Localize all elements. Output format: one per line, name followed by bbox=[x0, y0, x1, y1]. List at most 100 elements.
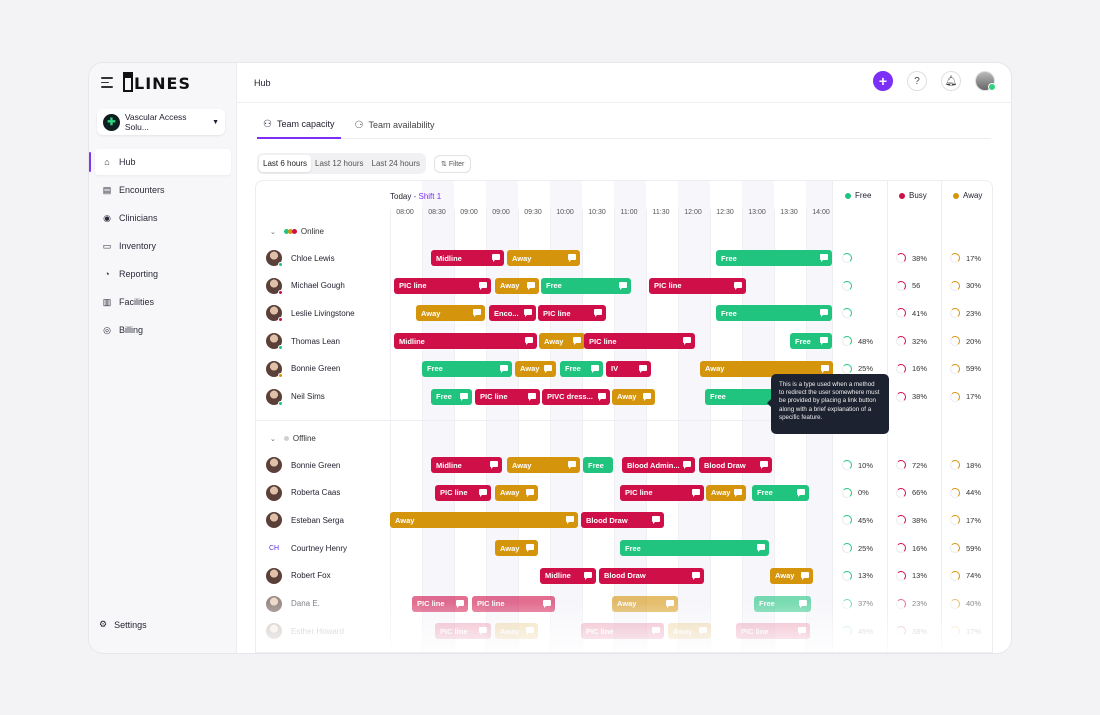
comment-icon[interactable] bbox=[820, 254, 828, 262]
group-header[interactable]: ⌄ Offline bbox=[270, 434, 316, 443]
comment-icon[interactable] bbox=[821, 364, 829, 373]
comment-icon[interactable] bbox=[699, 627, 707, 636]
schedule-bar-busy[interactable]: PIC line bbox=[472, 595, 555, 612]
comment-icon[interactable] bbox=[584, 571, 592, 580]
comment-icon[interactable] bbox=[526, 544, 534, 553]
filter-button[interactable]: ⇅ Filter bbox=[434, 154, 472, 173]
comment-icon[interactable] bbox=[692, 488, 700, 497]
comment-icon[interactable] bbox=[591, 364, 599, 373]
comment-icon[interactable] bbox=[619, 281, 627, 290]
chevron-down-icon[interactable]: ⌄ bbox=[270, 228, 276, 236]
schedule-bar-free[interactable]: Free bbox=[560, 360, 603, 377]
schedule-bar-free[interactable]: Free bbox=[541, 277, 631, 294]
schedule-bar-free[interactable]: Free bbox=[422, 360, 512, 377]
comment-icon[interactable] bbox=[460, 392, 468, 401]
comment-icon[interactable] bbox=[683, 337, 691, 346]
range-12h[interactable]: Last 12 hours bbox=[315, 159, 364, 168]
comment-icon[interactable] bbox=[543, 599, 551, 608]
schedule-bar-away[interactable]: Away bbox=[495, 484, 538, 501]
comment-icon[interactable] bbox=[524, 309, 532, 318]
comment-icon[interactable] bbox=[473, 309, 481, 318]
comment-icon[interactable] bbox=[479, 488, 487, 497]
schedule-bar-busy[interactable]: PIC line bbox=[475, 388, 540, 405]
schedule-bar-free[interactable]: Free bbox=[754, 595, 811, 612]
schedule-bar-busy[interactable]: Midline bbox=[394, 333, 537, 350]
schedule-bar-away[interactable]: Away bbox=[416, 305, 485, 322]
schedule-bar-free[interactable]: Free bbox=[431, 388, 472, 405]
schedule-bar-away[interactable]: Away bbox=[668, 623, 711, 640]
comment-icon[interactable] bbox=[757, 544, 765, 553]
schedule-bar-away[interactable]: Away bbox=[700, 360, 833, 377]
tab-team-availability[interactable]: ⚆ Team availability bbox=[349, 111, 441, 139]
sidebar-item-facilities[interactable]: ▥ Facilities bbox=[95, 289, 231, 315]
schedule-bar-busy[interactable]: PIC line bbox=[649, 277, 746, 294]
schedule-bar-busy[interactable]: Midline bbox=[431, 250, 504, 266]
comment-icon[interactable] bbox=[797, 488, 805, 497]
schedule-bar-busy[interactable]: Blood Draw bbox=[699, 457, 772, 473]
comment-icon[interactable] bbox=[500, 364, 508, 373]
settings-item[interactable]: ⚙ Settings bbox=[99, 619, 147, 630]
comment-icon[interactable] bbox=[594, 309, 602, 318]
sidebar-item-reporting[interactable]: ◔ Reporting bbox=[95, 261, 231, 287]
comment-icon[interactable] bbox=[734, 488, 742, 497]
comment-icon[interactable] bbox=[566, 516, 574, 525]
comment-icon[interactable] bbox=[639, 364, 647, 373]
comment-icon[interactable] bbox=[479, 627, 487, 636]
schedule-bar-away[interactable]: Away bbox=[612, 595, 678, 612]
comment-icon[interactable] bbox=[683, 461, 691, 469]
schedule-bar-busy[interactable]: PIC line bbox=[736, 623, 810, 640]
schedule-bar-free[interactable]: Free bbox=[583, 457, 613, 473]
add-button[interactable]: + bbox=[873, 71, 893, 91]
schedule-bar-busy[interactable]: PIC line bbox=[435, 484, 491, 501]
comment-icon[interactable] bbox=[692, 571, 700, 580]
schedule-bar-busy[interactable]: PIC line bbox=[620, 484, 704, 501]
schedule-bar-busy[interactable]: PIC line bbox=[581, 623, 664, 640]
comment-icon[interactable] bbox=[526, 488, 534, 497]
comment-icon[interactable] bbox=[490, 461, 498, 469]
group-header[interactable]: ⌄ Online bbox=[270, 227, 324, 236]
comment-icon[interactable] bbox=[734, 281, 742, 290]
comment-icon[interactable] bbox=[801, 571, 809, 580]
schedule-bar-away[interactable]: Away bbox=[706, 484, 746, 501]
schedule-bar-busy[interactable]: PIC line bbox=[435, 623, 491, 640]
comment-icon[interactable] bbox=[492, 254, 500, 262]
comment-icon[interactable] bbox=[456, 599, 464, 608]
schedule-bar-free[interactable]: Free bbox=[620, 540, 769, 557]
comment-icon[interactable] bbox=[643, 392, 651, 401]
help-button[interactable]: ? bbox=[907, 71, 927, 91]
comment-icon[interactable] bbox=[573, 337, 581, 346]
comment-icon[interactable] bbox=[760, 461, 768, 469]
comment-icon[interactable] bbox=[652, 516, 660, 525]
comment-icon[interactable] bbox=[820, 337, 828, 346]
comment-icon[interactable] bbox=[528, 392, 536, 401]
chevron-down-icon[interactable]: ⌄ bbox=[270, 435, 276, 443]
comment-icon[interactable] bbox=[568, 461, 576, 469]
user-avatar[interactable] bbox=[975, 71, 996, 91]
schedule-bar-away[interactable]: Away bbox=[507, 250, 580, 266]
schedule-bar-busy[interactable]: PIC line bbox=[584, 333, 695, 350]
schedule-bar-away[interactable]: Away bbox=[495, 623, 538, 640]
schedule-bar-busy[interactable]: PIVC dress... bbox=[542, 388, 610, 405]
schedule-bar-busy[interactable]: IV bbox=[606, 360, 651, 377]
comment-icon[interactable] bbox=[479, 281, 487, 290]
schedule-bar-busy[interactable]: Enco... bbox=[489, 305, 536, 322]
schedule-bar-busy[interactable]: Blood Admin... bbox=[622, 457, 695, 473]
sidebar-item-hub[interactable]: ⌂ Hub bbox=[89, 149, 231, 175]
range-6h[interactable]: Last 6 hours bbox=[259, 155, 312, 172]
sidebar-item-clinicians[interactable]: ◉ Clinicians bbox=[95, 205, 231, 231]
comment-icon[interactable] bbox=[820, 309, 828, 318]
schedule-bar-away[interactable]: Away bbox=[770, 567, 813, 584]
schedule-bar-away[interactable]: Away bbox=[495, 540, 538, 557]
schedule-bar-away[interactable]: Away bbox=[539, 333, 585, 350]
schedule-bar-away[interactable]: Away bbox=[390, 512, 578, 529]
schedule-bar-busy[interactable]: Midline bbox=[431, 457, 502, 473]
schedule-bar-free[interactable]: Free bbox=[716, 250, 832, 266]
sidebar-item-billing[interactable]: ◎ Billing bbox=[95, 317, 231, 343]
schedule-bar-busy[interactable]: Blood Draw bbox=[581, 512, 664, 529]
comment-icon[interactable] bbox=[652, 627, 660, 636]
schedule-bar-free[interactable]: Free bbox=[716, 305, 832, 322]
schedule-bar-free[interactable]: Free bbox=[790, 333, 832, 350]
schedule-bar-busy[interactable]: PIC line bbox=[394, 277, 491, 294]
comment-icon[interactable] bbox=[568, 254, 576, 262]
comment-icon[interactable] bbox=[544, 364, 552, 373]
